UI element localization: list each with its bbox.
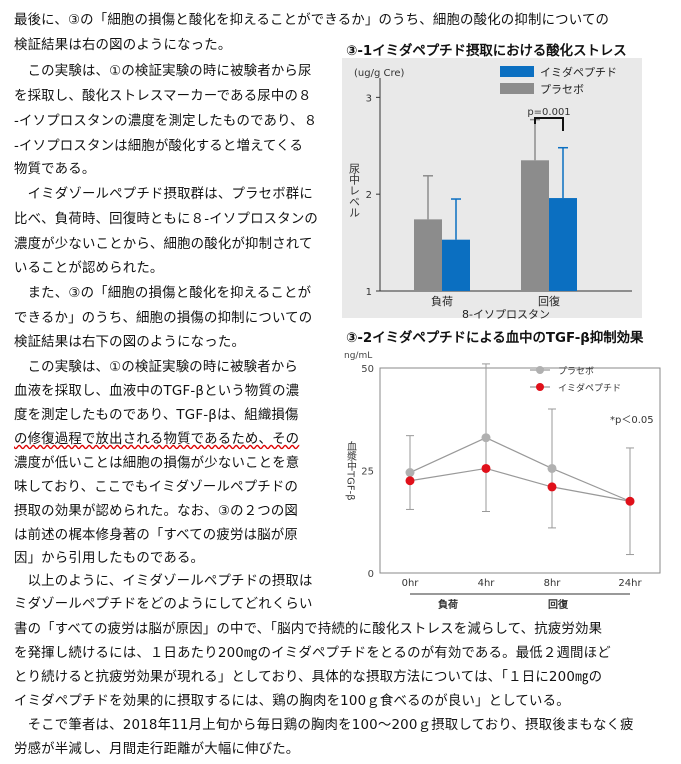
- text-line: 比べ、負荷時、回復時ともに８-イソプロスタンの: [14, 212, 319, 227]
- bar: [442, 239, 470, 291]
- imida-point: [405, 476, 415, 486]
- text-line: 因」から引用したものである。: [14, 551, 205, 566]
- placebo-line: [409, 437, 631, 502]
- text-line: とり続けると抗疲労効果が現れる」としており、具体的な摂取方法については、「１日に…: [14, 670, 603, 685]
- x-axis-label: 8-イソプロスタン: [462, 308, 550, 321]
- x-tick-label: 回復: [538, 295, 560, 308]
- text-line: 味しており、ここでもイミダゾールペプチドの: [14, 480, 299, 495]
- text-line: イミダペプチドを効果的に摂取するには、鶏の胸肉を100ｇ食べるのが良い」としてい…: [14, 694, 570, 709]
- legend-label: イミダペプチド: [540, 65, 617, 79]
- imida-point: [625, 496, 635, 506]
- text-line: 物質である。: [14, 162, 96, 177]
- text-line: 度を測定したものであり、TGF-βは、組織損傷: [14, 408, 299, 423]
- legend-marker: [536, 383, 544, 391]
- text-line: を発揮し続けるには、１日あたり200㎎のイミダペプチドをとるのが有効である。最低…: [14, 646, 611, 661]
- text-line: 書の「すべての疲労は脳が原因」の中で、「脳内で持続的に酸化ストレスを減らして、抗…: [14, 622, 603, 637]
- legend-label: プラセボ: [558, 366, 594, 377]
- imida-point: [547, 482, 557, 492]
- legend-label: イミダペプチド: [558, 382, 621, 394]
- text-line: -イソプロスタンの濃度を測定したものであり、８: [14, 114, 318, 129]
- text-line: 濃度が低いことは細胞の損傷が少ないことを意: [14, 456, 300, 471]
- text-line: いることが認められた。: [14, 261, 164, 276]
- y-tick-label: 0: [368, 569, 374, 580]
- text-line: イミダゾールペプチド摂取群は、プラセボ群に: [14, 187, 313, 202]
- chart-panel: [342, 58, 642, 318]
- significance-bracket: [534, 117, 564, 131]
- y-tick-label: 50: [361, 364, 374, 375]
- text-line: この実験は、①の検証実験の時に被験者から尿: [14, 64, 312, 79]
- text-line: 検証結果は右の図のようになった。: [14, 38, 232, 53]
- legend-swatch: [500, 83, 534, 94]
- unit-label: ng/mL: [344, 351, 372, 361]
- text-line: できるか」のうち、細胞の損傷の抑制についての: [14, 311, 313, 326]
- text-line: この実験は、①の検証実験の時に被験者から: [14, 360, 299, 375]
- significance-note: *p＜0.05: [610, 415, 654, 426]
- imida-line: [409, 467, 631, 502]
- text-line: また、③の「細胞の損傷と酸化を抑えることが: [14, 286, 312, 301]
- y-tick-label: 3: [366, 93, 372, 104]
- x-tick-label: 4hr: [478, 578, 496, 589]
- text-line: 以上のように、イミダゾールペプチドの摂取は: [14, 574, 313, 589]
- text-line: を採取し、酸化ストレスマーカーである尿中の８: [14, 89, 312, 104]
- text-line: 濃度が少ないことから、細胞の酸化が抑制されて: [14, 237, 313, 252]
- phase-label: 負荷: [438, 598, 458, 611]
- text-line: は前述の梶本修身著の「すべての疲労は脳が原: [14, 528, 298, 543]
- text-line: そこで筆者は、2018年11月上旬から毎日鶏の胸肉を100～200ｇ摂取しており…: [14, 718, 634, 733]
- y-axis-label: 尿中レベル: [348, 163, 361, 218]
- figure1-caption: ③-1イミダペプチド摂取における酸化ストレス: [346, 44, 627, 59]
- text-line: 摂取の効果が認められた。なお、③の２つの図: [14, 504, 299, 519]
- legend-swatch: [500, 66, 534, 77]
- plot-frame: [379, 367, 661, 574]
- y-tick-label: 25: [361, 467, 374, 478]
- x-tick-label: 負荷: [431, 295, 453, 308]
- text-line: 血液を採取し、血液中のTGF-βという物質の濃: [14, 384, 300, 399]
- text-line: の修復過程で放出される物質であるため、その: [14, 432, 300, 447]
- bar: [549, 198, 577, 291]
- placebo-point: [481, 433, 491, 443]
- text-line: 労感が半減し、月間走行距離が大幅に伸びた。: [14, 742, 300, 757]
- text-line: 検証結果は右下の図のようになった。: [14, 335, 246, 350]
- text-line: ミダゾールペプチドをどのようにしてどれくらい: [14, 597, 313, 612]
- legend-label: プラセボ: [540, 83, 584, 96]
- legend-marker: [536, 366, 544, 374]
- bar: [521, 160, 549, 291]
- text-line: 最後に、③の「細胞の損傷と酸化を抑えることができるか」のうち、細胞の酸化の抑制に…: [14, 13, 610, 28]
- placebo-point: [547, 463, 557, 473]
- imida-point: [481, 463, 491, 473]
- y-tick-label: 1: [366, 287, 372, 298]
- phase-label: 回復: [548, 598, 569, 611]
- x-tick-label: 24hr: [618, 578, 642, 589]
- text-line: -イソプロスタンは細胞が酸化すると増えてくる: [14, 139, 304, 154]
- unit-label: (ug/g Cre): [354, 68, 405, 79]
- figure2-caption: ③-2イミダペプチドによる血中のTGF-β抑制効果: [346, 331, 644, 346]
- x-tick-label: 8hr: [544, 578, 562, 589]
- y-tick-label: 2: [366, 190, 372, 201]
- bar: [414, 219, 442, 291]
- x-tick-label: 0hr: [402, 578, 420, 589]
- placebo-point: [405, 468, 415, 478]
- p-value-annotation: p=0.001: [527, 107, 570, 118]
- y-axis-label: 血漿中TGF-β: [345, 440, 357, 501]
